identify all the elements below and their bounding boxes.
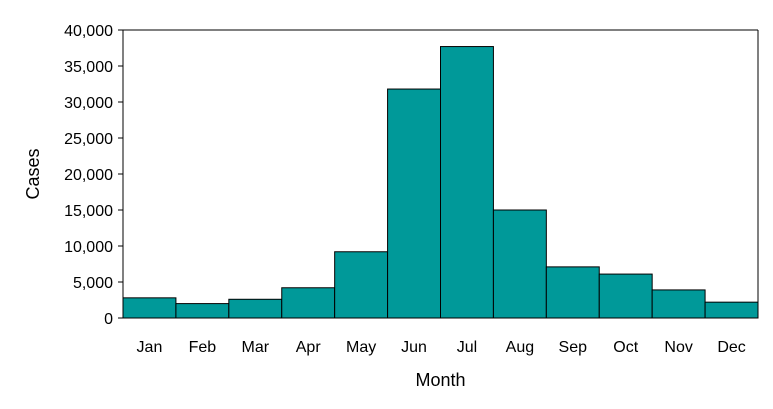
y-tick-label: 0 xyxy=(104,311,113,328)
bar-sep xyxy=(545,266,600,319)
x-tick-label-may: May xyxy=(346,339,376,356)
bar-aug xyxy=(492,209,547,319)
y-axis-label: Cases xyxy=(23,148,43,199)
x-tick-label-mar: Mar xyxy=(242,339,270,356)
bar-apr xyxy=(281,287,336,319)
bar-may xyxy=(334,251,389,319)
bar-jun xyxy=(387,88,442,319)
y-tick-label: 35,000 xyxy=(64,59,113,76)
x-tick-label-nov: Nov xyxy=(664,339,692,356)
x-tick-label-jun: Jun xyxy=(401,339,427,356)
bar-dec xyxy=(704,301,759,319)
x-tick-label-oct: Oct xyxy=(613,339,638,356)
bar-mar xyxy=(228,298,283,319)
x-axis-label: Month xyxy=(415,370,465,390)
y-ticks: 0 5,000 10,000 15,000 20,000 25,000 30,000 35,0… xyxy=(64,23,123,328)
y-tick-label: 5,000 xyxy=(73,275,113,292)
x-tick-label-feb: Feb xyxy=(189,339,217,356)
x-tick-labels: Jan Feb Mar Apr May Jun Jul Aug Sep Oct Nov Dec xyxy=(137,339,746,356)
y-tick-label: 40,000 xyxy=(64,23,113,40)
y-tick-label: 30,000 xyxy=(64,95,113,112)
bars xyxy=(122,46,759,319)
bar-jan xyxy=(122,297,177,319)
x-tick-label-dec: Dec xyxy=(717,339,745,356)
y-tick-label: 20,000 xyxy=(64,167,113,184)
y-tick-label: 25,000 xyxy=(64,131,113,148)
x-tick-label-jul: Jul xyxy=(457,339,477,356)
x-tick-label-jan: Jan xyxy=(137,339,163,356)
bar-feb xyxy=(175,303,230,319)
y-tick-label: 10,000 xyxy=(64,239,113,256)
bar-jul xyxy=(440,46,494,319)
bar-nov xyxy=(651,289,706,319)
x-tick-label-sep: Sep xyxy=(559,339,588,356)
x-tick-label-aug: Aug xyxy=(506,339,534,356)
x-tick-label-apr: Apr xyxy=(296,339,322,356)
y-tick-label: 15,000 xyxy=(64,203,113,220)
bar-oct xyxy=(598,273,653,319)
